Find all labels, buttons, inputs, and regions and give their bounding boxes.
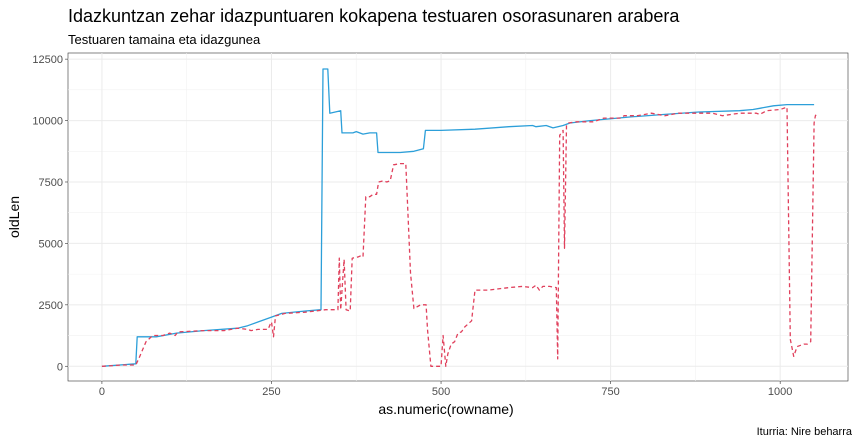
chart-subtitle: Testuaren tamaina eta idazgunea	[68, 32, 261, 47]
chart-title: Idazkuntzan zehar idazpuntuaren kokapena…	[68, 6, 680, 26]
x-tick-label: 500	[432, 386, 450, 398]
y-tick-label: 0	[57, 361, 63, 373]
x-tick-label: 250	[262, 386, 280, 398]
series-line-1	[101, 68, 815, 367]
y-tick-label: 7500	[39, 177, 63, 189]
y-axis-title: oldLen	[6, 196, 22, 238]
x-tick-label: 750	[601, 386, 619, 398]
x-axis-title: as.numeric(rowname)	[378, 401, 513, 417]
y-tick-label: 2500	[39, 300, 63, 312]
y-tick-label: 5000	[39, 238, 63, 250]
series-line-2	[101, 106, 818, 367]
x-tick-label: 1000	[768, 386, 792, 398]
series-layer	[101, 68, 818, 367]
y-tick-label: 10000	[32, 116, 63, 128]
grid	[68, 53, 848, 381]
x-tick-label: 0	[99, 386, 105, 398]
caption: Iturria: Nire beharra	[757, 426, 853, 438]
y-tick-label: 12500	[32, 54, 63, 66]
plot-panel	[67, 52, 849, 382]
